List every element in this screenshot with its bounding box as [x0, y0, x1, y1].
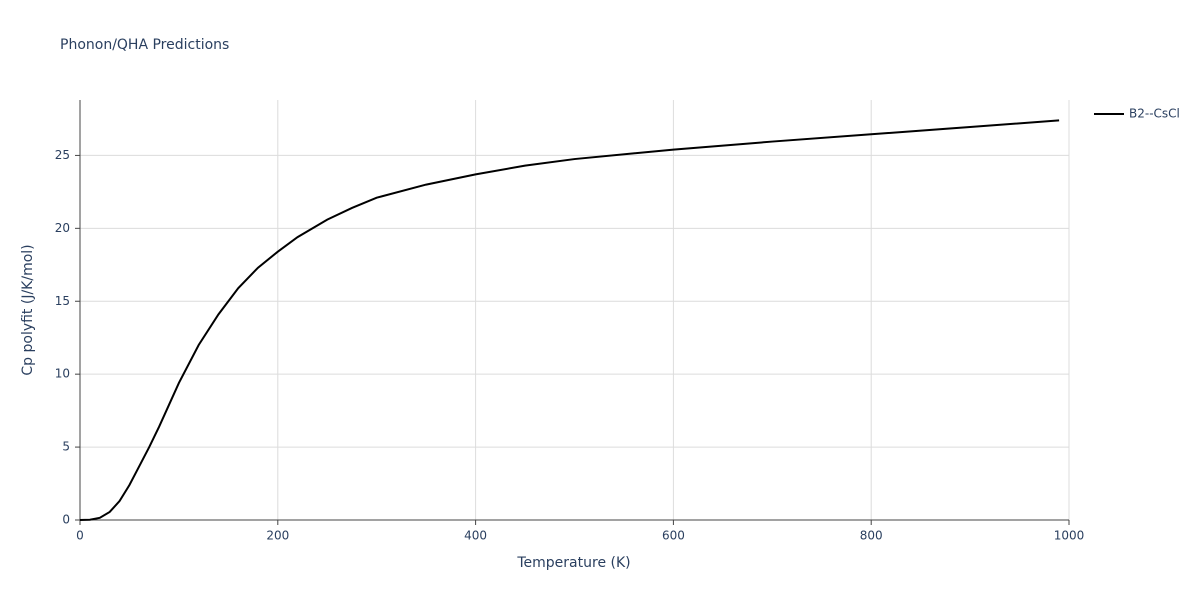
y-tick-label: 10: [55, 367, 70, 381]
line-series: [79, 119, 1060, 521]
x-tick-label: 600: [662, 529, 685, 543]
x-tick-label: 0: [76, 529, 84, 543]
y-tick-label: 5: [62, 440, 70, 454]
y-tick-label: 15: [55, 294, 70, 308]
y-tick-label: 20: [55, 221, 70, 235]
x-axis-label: Temperature (K): [516, 555, 630, 571]
x-tick-label: 800: [860, 529, 883, 543]
y-tick-label: 0: [62, 513, 70, 527]
x-tick-label: 400: [464, 529, 487, 543]
y-axis-label: Cp polyfit (J/K/mol): [20, 244, 36, 375]
x-tick-label: 200: [266, 529, 289, 543]
legend-label: B2--CsCl: [1129, 107, 1180, 121]
y-tick-label: 25: [55, 148, 70, 162]
chart-title: Phonon/QHA Predictions: [60, 37, 229, 53]
x-tick-label: 1000: [1054, 529, 1085, 543]
